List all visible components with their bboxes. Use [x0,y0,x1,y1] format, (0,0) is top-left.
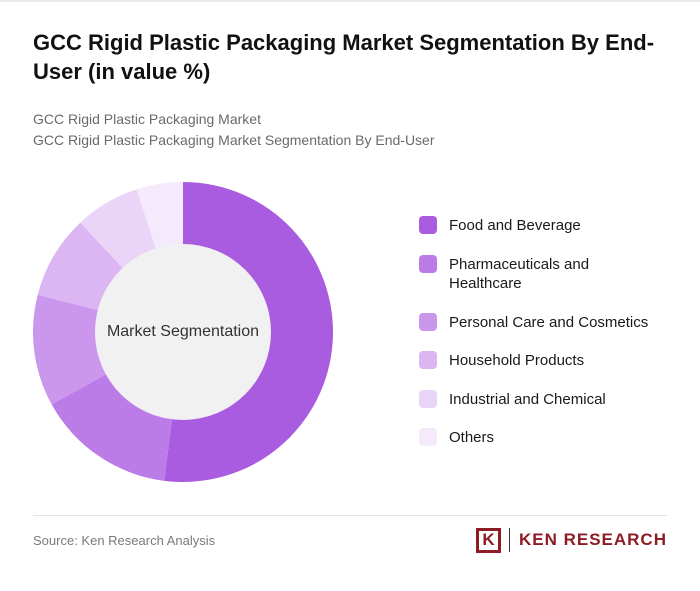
donut-chart: Market Segmentation [33,181,333,482]
legend-item-food-and-beverage: Food and Beverage [419,216,654,236]
donut-chart-svg [33,181,333,482]
source-note: Source: Ken Research Analysis [33,532,216,548]
ken-research-logo-icon: K [475,527,501,553]
subtitle-market: GCC Rigid Plastic Packaging Market [33,110,261,127]
legend: Food and Beverage Pharmaceuticals and He… [419,216,654,448]
legend-swatch [419,351,437,370]
legend-swatch [419,216,437,235]
legend-item-others: Others [419,428,654,448]
top-divider [0,0,700,2]
legend-item-pharmaceuticals-and-healthcare: Pharmaceuticals and Healthcare [419,254,654,294]
legend-label: Personal Care and Cosmetics [449,313,649,331]
subtitle-block: GCC Rigid Plastic Packaging Market GCC R… [33,109,667,152]
donut-center-circle [95,243,271,420]
legend-item-household-products: Household Products [419,351,654,371]
page-title: GCC Rigid Plastic Packaging Market Segme… [33,30,655,85]
legend-label: Household Products [449,352,585,370]
legend-label: Industrial and Chemical [449,390,606,408]
legend-label: Pharmaceuticals and Healthcare [449,255,590,293]
ken-research-logo-text: KEN RESEARCH [518,530,667,550]
footer: Source: Ken Research Analysis K KEN RESE… [33,514,667,553]
legend-swatch [419,312,437,331]
ken-research-logo: K KEN RESEARCH [475,527,667,553]
legend-item-personal-care-and-cosmetics: Personal Care and Cosmetics [419,312,654,333]
chart-and-legend: Market Segmentation Food and Beverage Ph… [33,181,667,482]
legend-label: Food and Beverage [449,217,581,235]
infographic-page: GCC Rigid Plastic Packaging Market Segme… [0,2,700,482]
logo-divider [508,528,510,553]
logo-letter: K [482,530,495,550]
subtitle-segmentation: GCC Rigid Plastic Packaging Market Segme… [33,132,435,149]
legend-label: Others [449,429,495,447]
legend-swatch [419,389,437,408]
legend-swatch [419,428,437,447]
legend-swatch [419,254,437,273]
legend-item-industrial-and-chemical: Industrial and Chemical [419,389,654,410]
